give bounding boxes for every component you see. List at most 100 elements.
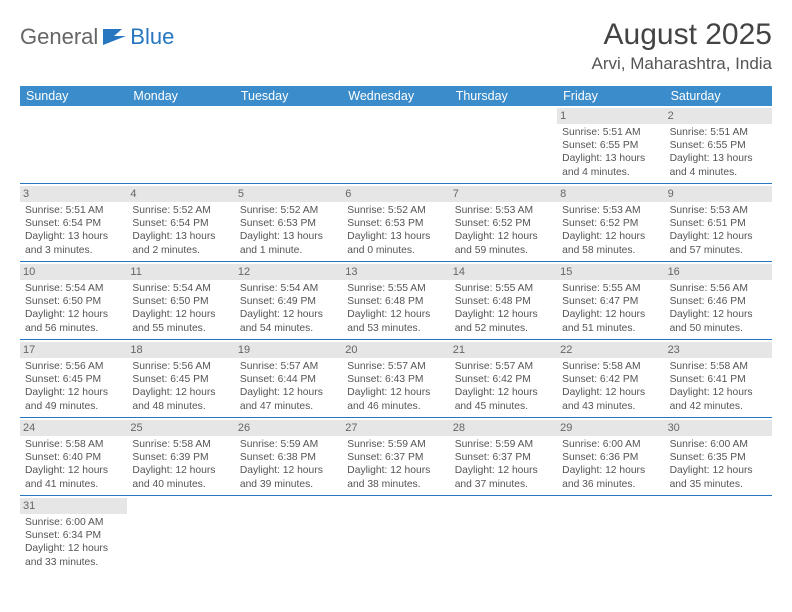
- day-number: 23: [665, 342, 772, 358]
- day-number: 21: [450, 342, 557, 358]
- sunrise-text: Sunrise: 5:51 AM: [670, 126, 767, 139]
- calendar-cell: [665, 496, 772, 574]
- calendar-cell: 8 Sunrise: 5:53 AMSunset: 6:52 PMDaylight…: [557, 184, 664, 262]
- sunrise-text: Sunrise: 6:00 AM: [562, 438, 659, 451]
- daylight-text: Daylight: 12 hours and 55 minutes.: [132, 308, 229, 334]
- logo-text-1: General: [20, 24, 98, 50]
- sunrise-text: Sunrise: 5:53 AM: [670, 204, 767, 217]
- sunrise-text: Sunrise: 5:59 AM: [455, 438, 552, 451]
- day-number: 30: [665, 420, 772, 436]
- sunrise-text: Sunrise: 5:58 AM: [670, 360, 767, 373]
- day-number: 22: [557, 342, 664, 358]
- daylight-text: Daylight: 12 hours and 53 minutes.: [347, 308, 444, 334]
- sunrise-text: Sunrise: 5:56 AM: [670, 282, 767, 295]
- calendar-cell: 22Sunrise: 5:58 AMSunset: 6:42 PMDayligh…: [557, 340, 664, 418]
- calendar-cell: 7Sunrise: 5:53 AMSunset: 6:52 PMDaylight…: [450, 184, 557, 262]
- day-number: 25: [127, 420, 234, 436]
- calendar-cell: 4Sunrise: 5:52 AMSunset: 6:54 PMDaylight…: [127, 184, 234, 262]
- calendar-cell: 11Sunrise: 5:54 AMSunset: 6:50 PMDayligh…: [127, 262, 234, 340]
- calendar-cell: 16Sunrise: 5:56 AMSunset: 6:46 PMDayligh…: [665, 262, 772, 340]
- calendar-cell: 17Sunrise: 5:56 AMSunset: 6:45 PMDayligh…: [20, 340, 127, 418]
- sunrise-text: Sunrise: 5:57 AM: [455, 360, 552, 373]
- daylight-text: Daylight: 12 hours and 35 minutes.: [670, 464, 767, 490]
- calendar-cell: [342, 496, 449, 574]
- calendar-cell: 5Sunrise: 5:52 AMSunset: 6:53 PMDaylight…: [235, 184, 342, 262]
- calendar-cell: 26Sunrise: 5:59 AMSunset: 6:38 PMDayligh…: [235, 418, 342, 496]
- daylight-text: Daylight: 13 hours and 0 minutes.: [347, 230, 444, 256]
- daylight-text: Daylight: 12 hours and 52 minutes.: [455, 308, 552, 334]
- daylight-text: Daylight: 12 hours and 49 minutes.: [25, 386, 122, 412]
- calendar-cell: 30Sunrise: 6:00 AMSunset: 6:35 PMDayligh…: [665, 418, 772, 496]
- sunset-text: Sunset: 6:40 PM: [25, 451, 122, 464]
- daylight-text: Daylight: 13 hours and 4 minutes.: [562, 152, 659, 178]
- day-number: 20: [342, 342, 449, 358]
- sunset-text: Sunset: 6:42 PM: [562, 373, 659, 386]
- sunset-text: Sunset: 6:45 PM: [25, 373, 122, 386]
- sunset-text: Sunset: 6:52 PM: [562, 217, 659, 230]
- calendar-cell: [127, 106, 234, 184]
- calendar-cell: 31Sunrise: 6:00 AMSunset: 6:34 PMDayligh…: [20, 496, 127, 574]
- calendar-cell: 19Sunrise: 5:57 AMSunset: 6:44 PMDayligh…: [235, 340, 342, 418]
- flag-icon: [102, 28, 128, 46]
- sunrise-text: Sunrise: 6:00 AM: [25, 516, 122, 529]
- day-number: 4: [127, 186, 234, 202]
- daylight-text: Daylight: 12 hours and 57 minutes.: [670, 230, 767, 256]
- day-number: 5: [235, 186, 342, 202]
- sunset-text: Sunset: 6:42 PM: [455, 373, 552, 386]
- weekday-sat: Saturday: [665, 86, 772, 106]
- sunset-text: Sunset: 6:38 PM: [240, 451, 337, 464]
- daylight-text: Daylight: 12 hours and 41 minutes.: [25, 464, 122, 490]
- sunrise-text: Sunrise: 5:51 AM: [25, 204, 122, 217]
- sunset-text: Sunset: 6:36 PM: [562, 451, 659, 464]
- sunrise-text: Sunrise: 5:57 AM: [347, 360, 444, 373]
- sunrise-text: Sunrise: 5:54 AM: [240, 282, 337, 295]
- sunrise-text: Sunrise: 5:59 AM: [347, 438, 444, 451]
- sunset-text: Sunset: 6:37 PM: [347, 451, 444, 464]
- calendar-cell: 1Sunrise: 5:51 AMSunset: 6:55 PMDaylight…: [557, 106, 664, 184]
- day-number: 14: [450, 264, 557, 280]
- sunset-text: Sunset: 6:43 PM: [347, 373, 444, 386]
- daylight-text: Daylight: 12 hours and 38 minutes.: [347, 464, 444, 490]
- sunrise-text: Sunrise: 5:58 AM: [25, 438, 122, 451]
- day-number: 8: [557, 186, 664, 202]
- calendar-cell: 24Sunrise: 5:58 AMSunset: 6:40 PMDayligh…: [20, 418, 127, 496]
- weekday-sun: Sunday: [20, 86, 127, 106]
- sunset-text: Sunset: 6:52 PM: [455, 217, 552, 230]
- calendar-cell: 12Sunrise: 5:54 AMSunset: 6:49 PMDayligh…: [235, 262, 342, 340]
- calendar-cell: [235, 496, 342, 574]
- sunset-text: Sunset: 6:53 PM: [347, 217, 444, 230]
- day-number: 28: [450, 420, 557, 436]
- calendar-cell: [235, 106, 342, 184]
- weekday-thu: Thursday: [450, 86, 557, 106]
- daylight-text: Daylight: 12 hours and 45 minutes.: [455, 386, 552, 412]
- sunrise-text: Sunrise: 5:56 AM: [132, 360, 229, 373]
- calendar-cell: 3Sunrise: 5:51 AMSunset: 6:54 PMDaylight…: [20, 184, 127, 262]
- daylight-text: Daylight: 12 hours and 58 minutes.: [562, 230, 659, 256]
- daylight-text: Daylight: 12 hours and 36 minutes.: [562, 464, 659, 490]
- day-number: 15: [557, 264, 664, 280]
- calendar-grid: 1Sunrise: 5:51 AMSunset: 6:55 PMDaylight…: [20, 106, 772, 574]
- daylight-text: Daylight: 13 hours and 2 minutes.: [132, 230, 229, 256]
- calendar-cell: [342, 106, 449, 184]
- calendar-cell: [450, 106, 557, 184]
- sunset-text: Sunset: 6:55 PM: [562, 139, 659, 152]
- daylight-text: Daylight: 13 hours and 4 minutes.: [670, 152, 767, 178]
- sunrise-text: Sunrise: 5:55 AM: [562, 282, 659, 295]
- calendar-cell: 6Sunrise: 5:52 AMSunset: 6:53 PMDaylight…: [342, 184, 449, 262]
- day-number: 11: [127, 264, 234, 280]
- day-number: 9: [665, 186, 772, 202]
- sunrise-text: Sunrise: 5:53 AM: [562, 204, 659, 217]
- logo-text-2: Blue: [130, 24, 174, 50]
- calendar-cell: 25Sunrise: 5:58 AMSunset: 6:39 PMDayligh…: [127, 418, 234, 496]
- sunset-text: Sunset: 6:53 PM: [240, 217, 337, 230]
- daylight-text: Daylight: 12 hours and 51 minutes.: [562, 308, 659, 334]
- day-number: 12: [235, 264, 342, 280]
- sunrise-text: Sunrise: 5:57 AM: [240, 360, 337, 373]
- day-number: 13: [342, 264, 449, 280]
- sunrise-text: Sunrise: 5:59 AM: [240, 438, 337, 451]
- weekday-wed: Wednesday: [342, 86, 449, 106]
- weekday-fri: Friday: [557, 86, 664, 106]
- calendar-cell: 14Sunrise: 5:55 AMSunset: 6:48 PMDayligh…: [450, 262, 557, 340]
- sunset-text: Sunset: 6:48 PM: [455, 295, 552, 308]
- sunset-text: Sunset: 6:55 PM: [670, 139, 767, 152]
